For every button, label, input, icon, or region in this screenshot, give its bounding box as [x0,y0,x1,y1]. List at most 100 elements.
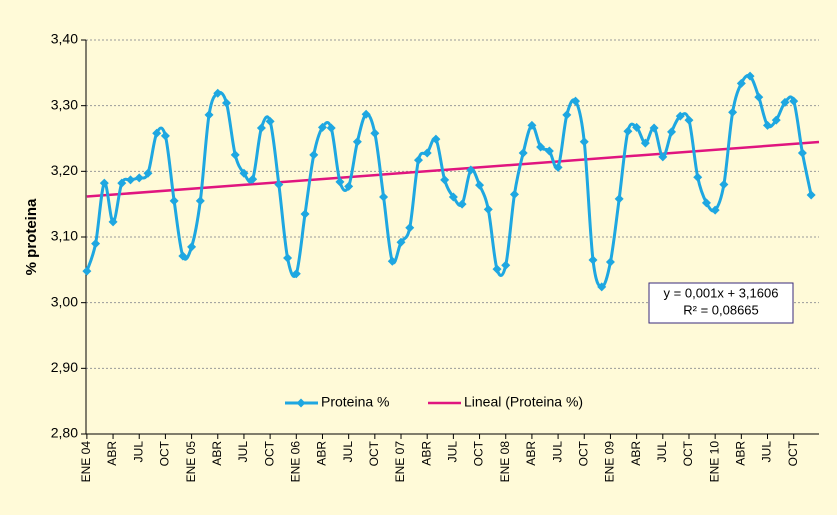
marker [719,179,729,189]
x-tick-label: JUL [655,441,669,463]
marker [221,98,231,108]
marker [579,137,589,147]
marker [431,134,441,144]
legend-label: Proteina % [321,394,389,410]
marker [588,255,598,265]
marker [160,131,170,141]
x-tick-label: ABR [524,441,538,466]
marker [763,120,773,130]
annotation: y = 0,001x + 3,1606 [664,285,779,300]
marker [405,223,415,233]
marker [413,155,423,165]
marker [509,189,519,199]
marker [300,209,310,219]
marker [440,175,450,185]
x-tick-label: ENE 07 [393,441,407,483]
marker [387,256,397,266]
marker [605,257,615,267]
marker [789,96,799,106]
x-tick-label: JUL [236,441,250,463]
annotation-box [648,282,794,324]
marker [710,205,720,215]
marker [91,239,101,249]
marker [475,180,485,190]
marker [169,196,179,206]
marker [396,237,406,247]
marker [274,179,284,189]
marker [736,78,746,88]
marker [335,177,345,187]
marker [256,123,266,133]
marker [178,251,188,261]
x-tick-label: OCT [367,440,381,466]
marker [448,192,458,202]
marker [457,199,467,209]
marker [667,127,677,137]
marker [632,122,642,132]
x-tick-label: JUL [760,441,774,463]
marker [684,115,694,125]
y-tick-label: 2,80 [51,425,78,441]
marker [317,122,327,132]
marker [326,123,336,133]
marker [623,126,633,136]
marker [797,148,807,158]
marker [99,178,109,188]
marker [701,198,711,208]
x-tick-label: JUL [341,441,355,463]
marker [344,181,354,191]
x-tick-label: ENE 10 [707,441,721,483]
marker [562,110,572,120]
x-tick-label: OCT [472,440,486,466]
marker [361,109,371,119]
legend-marker [296,398,306,408]
y-tick-label: 3,00 [51,293,78,309]
marker [309,150,319,160]
marker [291,269,301,279]
marker [571,96,581,106]
series-line [85,73,813,289]
legend-label: Lineal (Proteina %) [464,394,583,410]
marker [352,137,362,147]
marker [745,71,755,81]
marker [527,120,537,130]
marker [492,264,502,274]
marker [134,173,144,183]
x-tick-label: JUL [131,441,145,463]
marker [370,128,380,138]
trend-line [86,140,820,198]
x-tick-label: OCT [262,440,276,466]
y-tick-label: 3,40 [51,31,78,47]
x-tick-label: JUL [446,441,460,463]
marker [466,165,476,175]
marker [117,178,127,188]
marker [754,92,764,102]
marker [597,282,607,292]
marker [518,148,528,158]
y-tick-label: 3,30 [51,96,78,112]
marker [248,174,258,184]
x-tick-label: ENE 09 [603,441,617,483]
y-tick-label: 3,10 [51,228,78,244]
x-tick-label: OCT [158,440,172,466]
x-tick-label: ENE 05 [184,441,198,483]
x-tick-label: ABR [210,441,224,466]
marker [422,148,432,158]
marker [536,142,546,152]
marker [187,242,197,252]
marker [143,168,153,178]
x-tick-label: ABR [734,441,748,466]
x-tick-label: OCT [786,440,800,466]
x-tick-label: JUL [550,441,564,463]
x-tick-label: OCT [576,440,590,466]
y-tick-label: 2,90 [51,359,78,375]
x-tick-label: ABR [419,441,433,466]
marker [640,138,650,148]
marker [239,168,249,178]
marker [658,152,668,162]
marker [213,88,223,98]
marker [693,172,703,182]
x-tick-label: ABR [315,441,329,466]
marker [195,196,205,206]
marker [553,162,563,172]
